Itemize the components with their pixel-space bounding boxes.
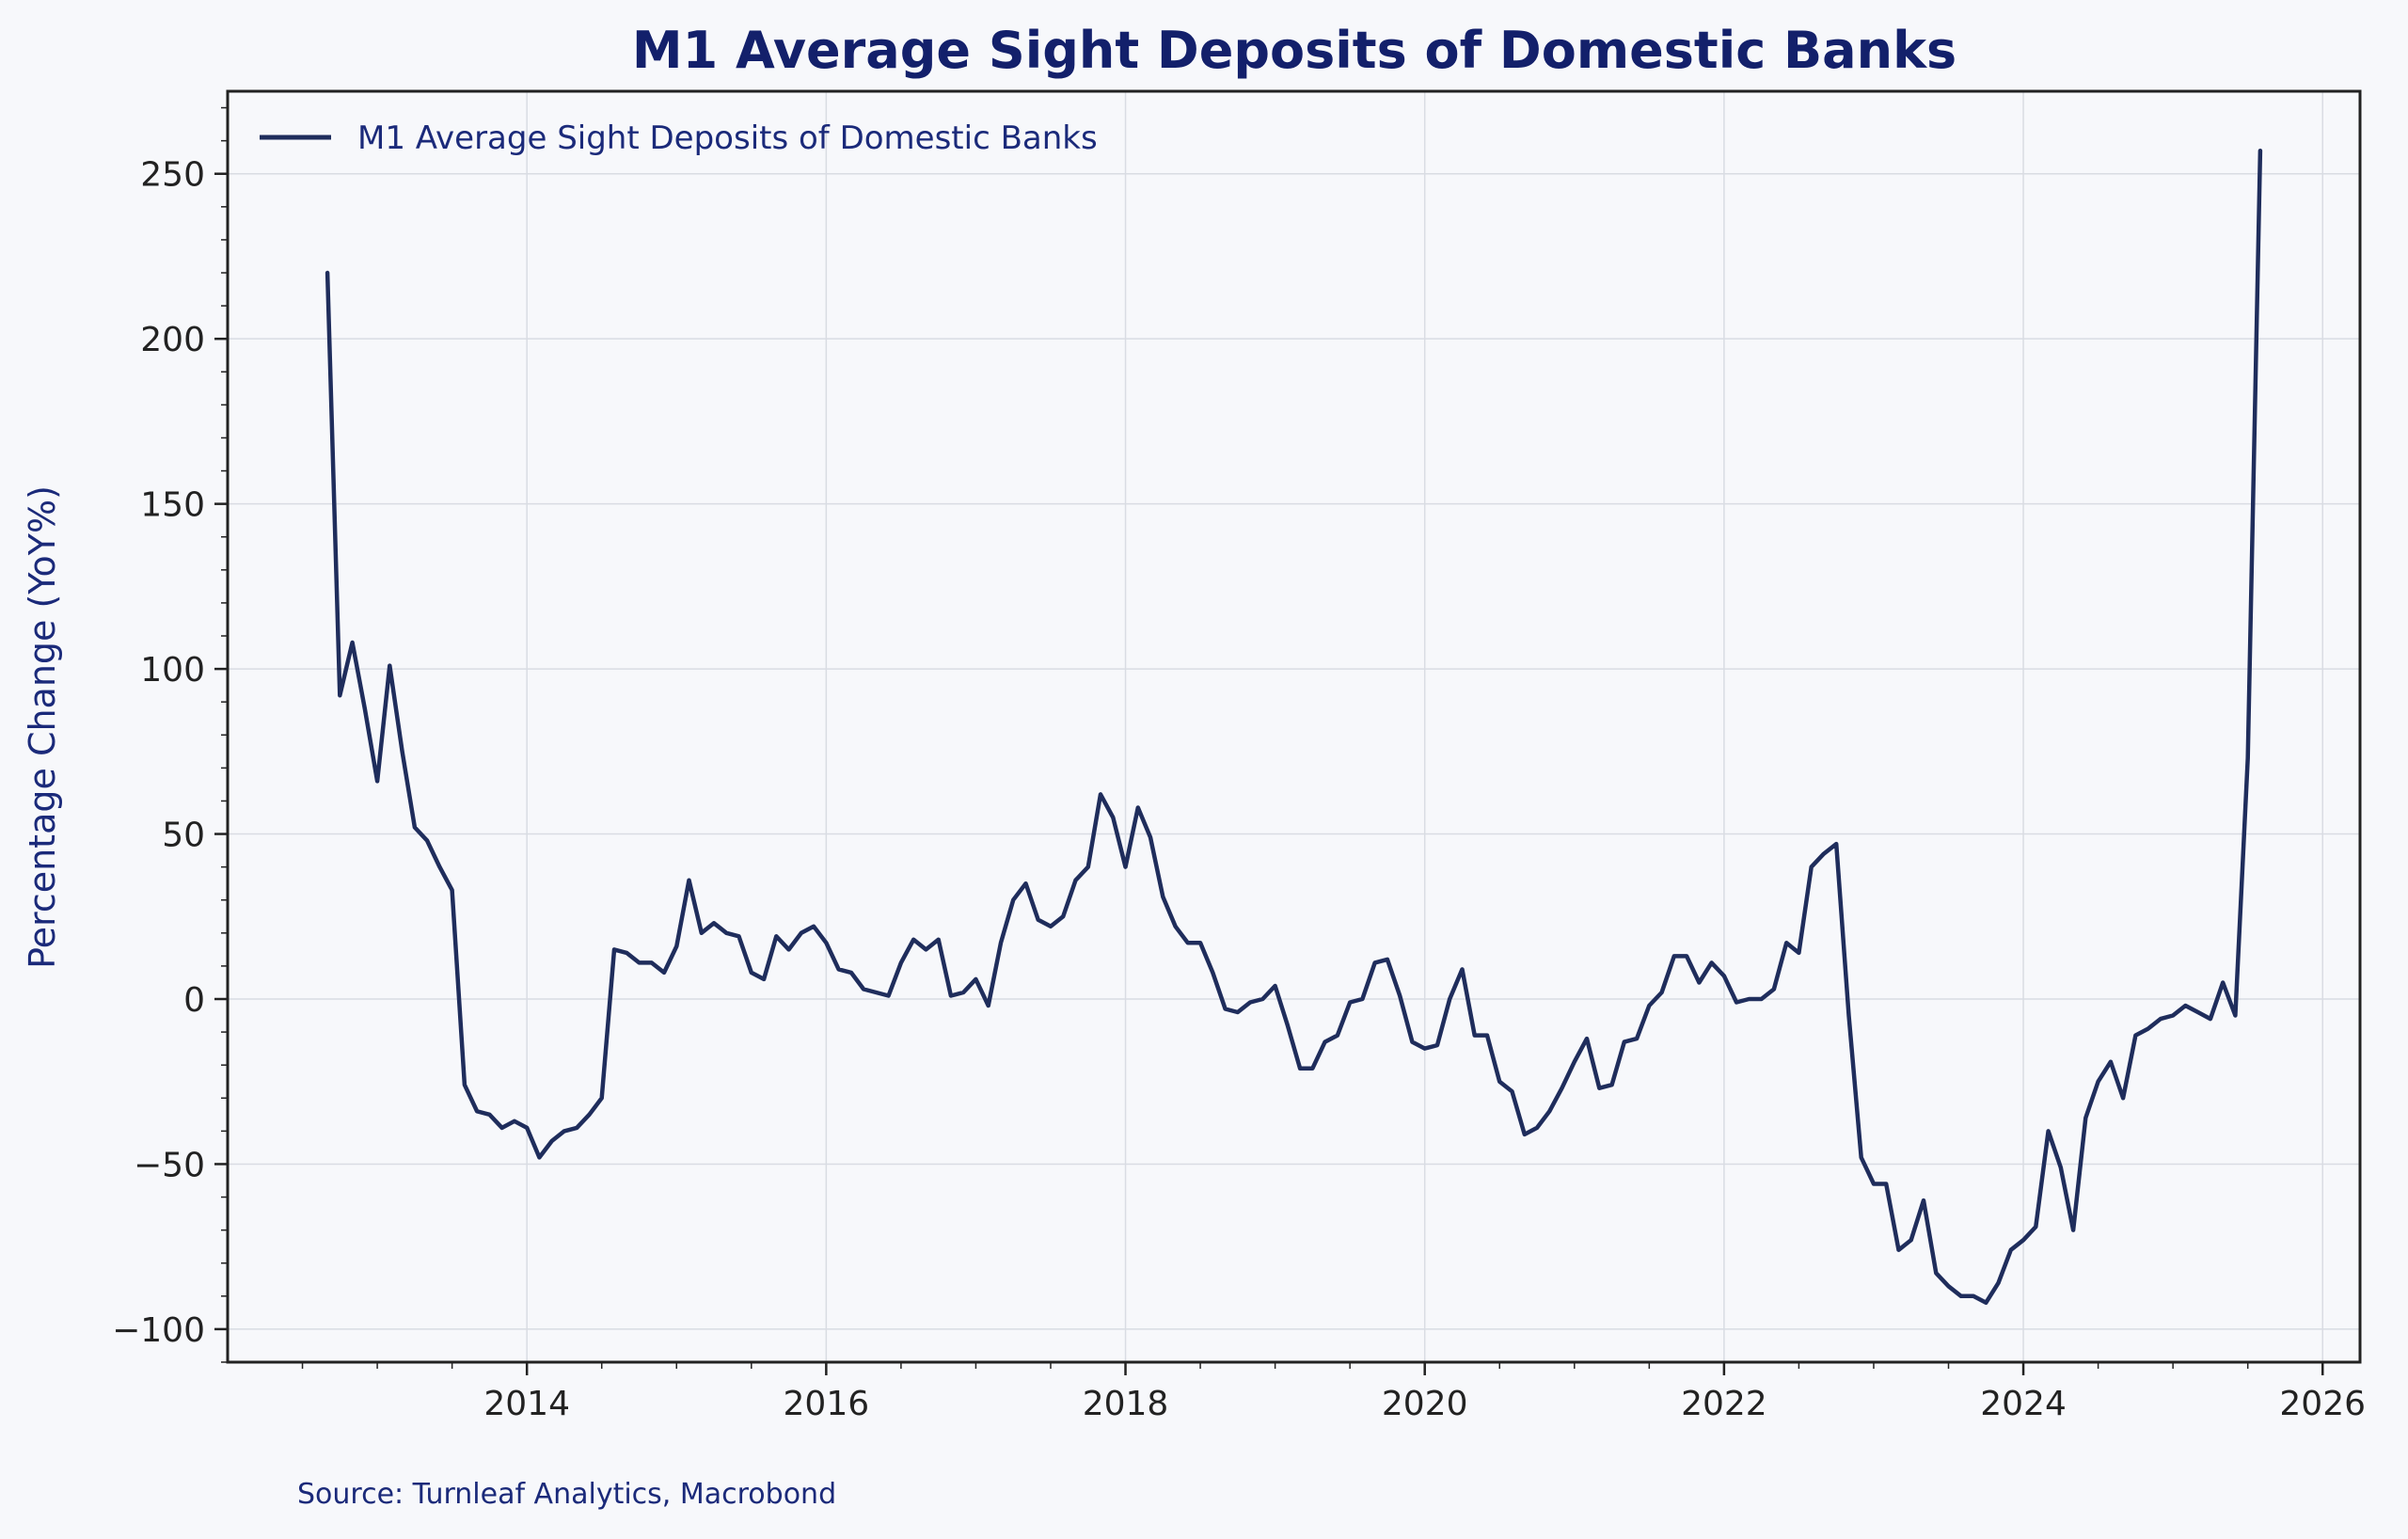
y-tick-label: −50 <box>134 1146 205 1184</box>
y-axis: −100 −50 0 50 100 150 200 250 <box>112 156 228 1350</box>
x-tick-label: 2024 <box>1980 1385 2067 1423</box>
y-axis-label: Percentage Change (YoY%) <box>22 485 63 969</box>
x-axis: 2014 2016 2018 2020 2022 2024 2026 <box>483 1362 2366 1423</box>
x-tick-label: 2014 <box>483 1385 570 1423</box>
legend: M1 Average Sight Deposits of Domestic Ba… <box>260 119 1098 157</box>
source-note: Source: Turnleaf Analytics, Macrobond <box>297 1478 836 1511</box>
x-tick-label: 2022 <box>1681 1385 1767 1423</box>
y-tick-label: 100 <box>140 651 205 690</box>
x-tick-label: 2018 <box>1083 1385 1169 1423</box>
grid-lines <box>228 91 2360 1362</box>
y-tick-label: 50 <box>162 817 205 855</box>
y-tick-label: 200 <box>140 321 205 359</box>
x-tick-label: 2016 <box>784 1385 870 1423</box>
y-tick-label: 0 <box>183 981 205 1020</box>
y-tick-label: 150 <box>140 486 205 525</box>
x-tick-label: 2026 <box>2279 1385 2366 1423</box>
y-tick-label: −100 <box>112 1311 205 1350</box>
y-tick-label: 250 <box>140 156 205 195</box>
plot-frame <box>226 89 2362 1364</box>
chart-title: M1 Average Sight Deposits of Domestic Ba… <box>632 21 1956 80</box>
x-tick-label: 2020 <box>1382 1385 1468 1423</box>
series-line <box>325 148 2263 1306</box>
legend-label: M1 Average Sight Deposits of Domestic Ba… <box>357 119 1098 157</box>
